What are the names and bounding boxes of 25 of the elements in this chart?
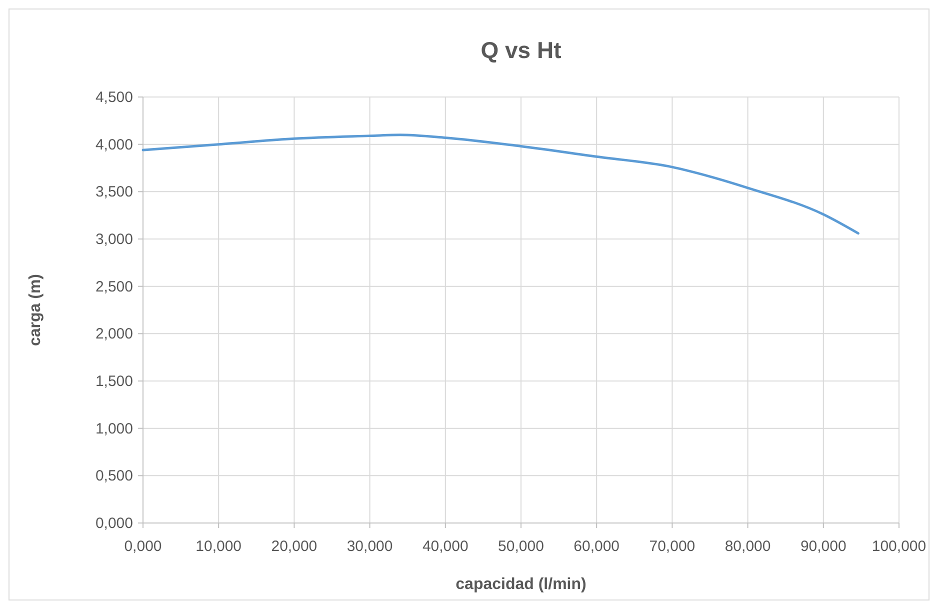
y-tick-label: 4,500 <box>95 89 133 106</box>
x-tick-label: 60,000 <box>574 538 620 555</box>
y-tick-label: 0,500 <box>95 468 133 485</box>
y-tick-label: 1,500 <box>95 373 133 390</box>
y-tick-label: 3,000 <box>95 231 133 248</box>
x-tick-label: 30,000 <box>346 538 393 555</box>
x-axis-title: capacidad (l/min) <box>456 576 586 593</box>
x-tick-label: 0,000 <box>124 538 162 555</box>
x-tick-label: 10,000 <box>196 538 242 555</box>
x-tick-label: 70,000 <box>649 538 696 555</box>
line-series <box>142 134 860 235</box>
x-tick-label: 80,000 <box>724 538 771 555</box>
x-tick-label: 50,000 <box>498 538 544 555</box>
y-axis-title: carga (m) <box>27 274 44 346</box>
x-tick-label: 40,000 <box>422 538 468 555</box>
y-tick-label: 0,000 <box>95 515 133 532</box>
y-tick-label: 2,500 <box>95 278 133 296</box>
x-tick-label: 100,000 <box>872 538 926 555</box>
y-tick-label: 4,000 <box>95 136 133 154</box>
x-tick-label: 20,000 <box>271 538 318 555</box>
chart-title: Q vs Ht <box>480 37 562 63</box>
y-tick-label: 1,000 <box>95 420 133 438</box>
x-tick-label: 90,000 <box>800 538 846 555</box>
y-tick-label: 3,500 <box>95 184 133 201</box>
y-tick-label: 2,000 <box>95 326 133 343</box>
